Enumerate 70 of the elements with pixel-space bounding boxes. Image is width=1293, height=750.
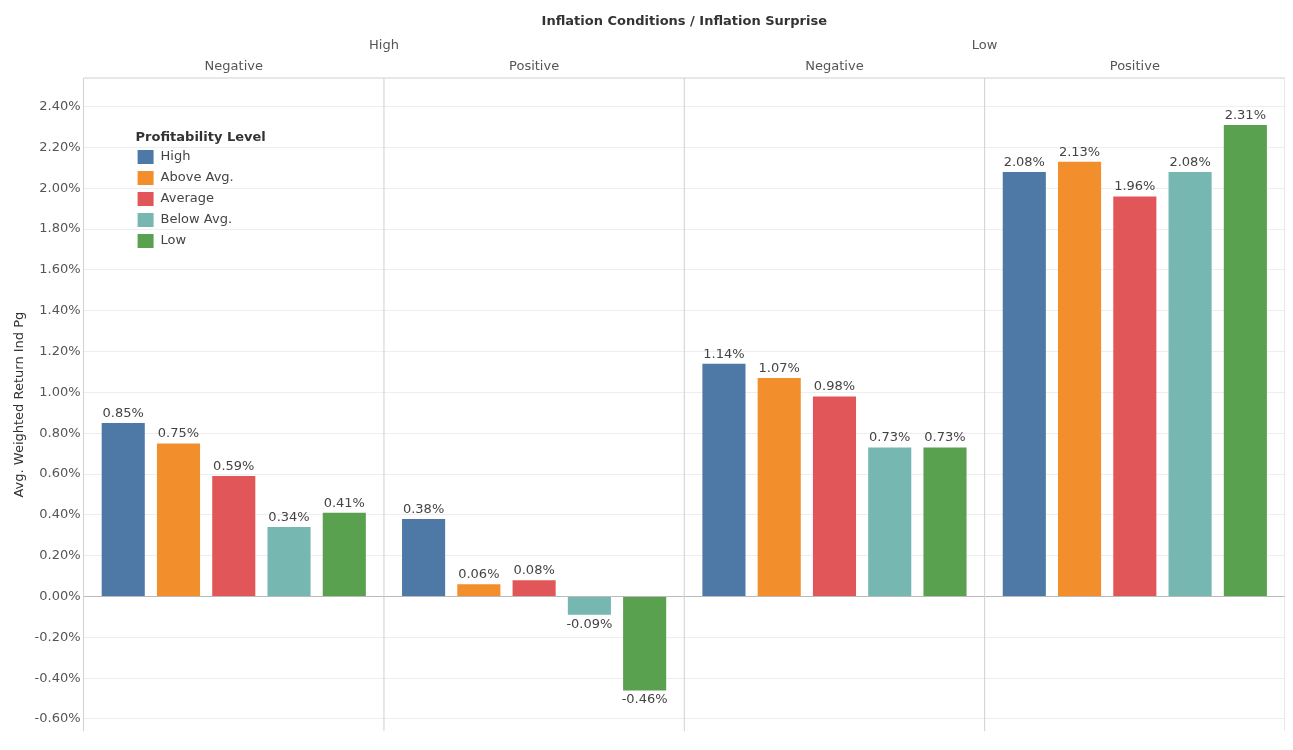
legend-label: Average [160, 190, 214, 206]
data-label: 2.13% [1058, 143, 1101, 159]
y-axis-title: Avg. Weighted Return Ind Pg [11, 311, 27, 498]
data-label: 0.41% [323, 494, 365, 510]
legend-label: Above Avg. [160, 169, 234, 185]
y-tick-label: -0.20% [34, 628, 81, 644]
bar [212, 476, 256, 596]
data-label: 0.75% [157, 425, 200, 441]
y-tick-label: 0.00% [39, 587, 81, 603]
bar [267, 527, 311, 596]
data-label: 0.08% [513, 562, 555, 578]
y-tick-label: 1.60% [39, 261, 81, 277]
bar [402, 518, 446, 596]
data-label: 2.31% [1224, 106, 1267, 122]
bar [1113, 196, 1157, 596]
bar [567, 596, 611, 615]
bar [1223, 124, 1267, 596]
chart-title: Inflation Conditions / Inflation Surprise [541, 13, 828, 29]
data-label: -0.46% [621, 691, 668, 707]
y-tick-label: 0.40% [39, 506, 81, 522]
text: High [369, 37, 399, 53]
y-tick-label: 2.00% [39, 179, 81, 195]
data-label: 0.34% [268, 508, 310, 524]
legend-label: Below Avg. [160, 211, 233, 227]
bar [757, 378, 801, 596]
x-tick-label: Negative [805, 58, 864, 74]
data-label: 2.08% [1003, 153, 1045, 169]
legend-label: High [160, 148, 191, 164]
y-tick-label: 0.80% [39, 424, 81, 440]
data-label: -0.09% [566, 615, 613, 631]
data-label: 0.85% [102, 404, 144, 420]
y-tick-label: 1.80% [39, 220, 81, 236]
data-label: 1.07% [758, 359, 800, 375]
data-label: 0.73% [924, 429, 966, 445]
data-label: 0.73% [869, 429, 911, 445]
bar [812, 396, 857, 596]
bar [1002, 171, 1046, 596]
y-tick-label: 1.20% [39, 342, 81, 358]
y-tick-label: -0.40% [34, 669, 81, 685]
x-tick-label: Positive [509, 58, 560, 74]
data-label: 0.38% [402, 500, 445, 516]
data-label: 0.98% [813, 378, 856, 394]
bar [101, 422, 145, 596]
text: Low [971, 37, 998, 53]
bar [623, 596, 667, 691]
y-tick-label: 1.00% [39, 383, 81, 399]
y-tick-label: 2.40% [39, 97, 81, 113]
bar [322, 512, 366, 596]
legend-label: Low [160, 232, 187, 248]
y-tick-label: 0.20% [39, 547, 81, 563]
y-tick-label: 1.40% [39, 302, 81, 318]
bar [457, 584, 501, 596]
bar [868, 447, 912, 596]
x-tick-label: Negative [204, 58, 263, 74]
bar [1168, 171, 1212, 596]
y-tick-label: -0.60% [34, 710, 81, 726]
legend-title: Profitability Level [135, 129, 266, 145]
data-label: 1.14% [703, 345, 745, 361]
y-tick-label: 0.60% [39, 465, 81, 481]
bar [512, 580, 556, 596]
data-label: 1.96% [1114, 178, 1156, 194]
x-tick-label: Positive [1109, 58, 1160, 74]
y-tick-label: 2.20% [39, 138, 81, 154]
data-label: 0.06% [458, 566, 500, 582]
bar [923, 447, 967, 596]
bar [702, 363, 746, 596]
bar [1058, 161, 1102, 596]
data-label: 2.08% [1169, 153, 1211, 169]
bar [156, 443, 201, 596]
data-label: 0.59% [213, 457, 255, 473]
